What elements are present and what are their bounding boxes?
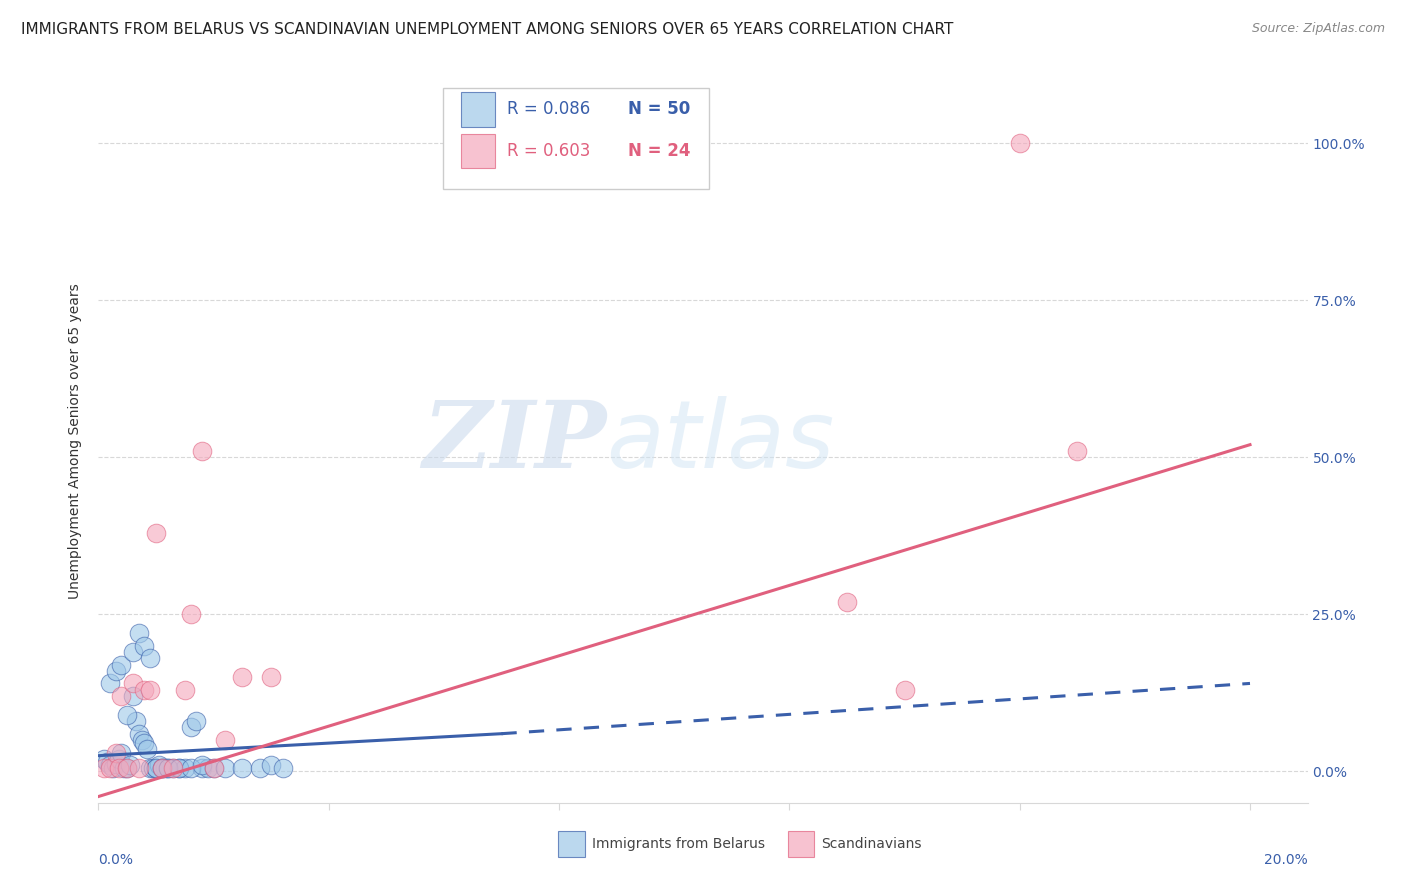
Point: [191, 761, 214, 775]
Point: [214, 761, 236, 775]
Point: [148, 758, 170, 772]
Point: [107, 761, 129, 775]
Point: [115, 707, 138, 722]
Point: [835, 595, 858, 609]
Point: [134, 736, 156, 750]
Point: [260, 670, 283, 684]
Point: [153, 761, 176, 775]
Point: [104, 664, 127, 678]
Text: Scandinavians: Scandinavians: [821, 837, 922, 851]
Point: [202, 761, 225, 775]
FancyBboxPatch shape: [461, 92, 495, 127]
Point: [156, 761, 179, 775]
Point: [271, 761, 294, 775]
Point: [180, 720, 202, 734]
Point: [231, 670, 253, 684]
Point: [150, 761, 173, 775]
Text: Immigrants from Belarus: Immigrants from Belarus: [592, 837, 765, 851]
Point: [139, 761, 162, 775]
Point: [139, 682, 162, 697]
Point: [128, 761, 150, 775]
Point: [1008, 136, 1031, 150]
Point: [173, 682, 195, 697]
Point: [101, 761, 124, 775]
Point: [180, 761, 202, 775]
Point: [202, 761, 225, 775]
Point: [93, 752, 115, 766]
Point: [197, 761, 219, 775]
Point: [142, 761, 165, 775]
Point: [162, 761, 184, 775]
Point: [128, 727, 150, 741]
Point: [156, 761, 179, 775]
FancyBboxPatch shape: [461, 134, 495, 169]
Point: [104, 746, 127, 760]
Point: [98, 676, 121, 690]
Point: [893, 682, 915, 697]
Y-axis label: Unemployment Among Seniors over 65 years: Unemployment Among Seniors over 65 years: [69, 284, 83, 599]
Point: [1066, 444, 1088, 458]
Point: [173, 761, 195, 775]
Point: [110, 689, 132, 703]
Point: [120, 758, 142, 772]
Point: [214, 733, 236, 747]
Point: [107, 752, 129, 766]
Point: [162, 761, 184, 775]
Text: R = 0.086: R = 0.086: [508, 100, 591, 118]
FancyBboxPatch shape: [558, 831, 585, 857]
Point: [134, 639, 156, 653]
Point: [150, 761, 173, 775]
Point: [104, 756, 127, 771]
Point: [145, 525, 167, 540]
Point: [125, 714, 148, 728]
Point: [191, 444, 214, 458]
Point: [186, 714, 208, 728]
Point: [98, 758, 121, 772]
Point: [128, 626, 150, 640]
Text: R = 0.603: R = 0.603: [508, 142, 591, 160]
Point: [131, 733, 153, 747]
Point: [134, 682, 156, 697]
Point: [122, 645, 145, 659]
Point: [191, 758, 214, 772]
Point: [145, 761, 167, 775]
Point: [115, 761, 138, 775]
Point: [96, 755, 118, 769]
FancyBboxPatch shape: [787, 831, 814, 857]
Text: ZIP: ZIP: [422, 397, 606, 486]
Point: [93, 761, 115, 775]
Point: [139, 651, 162, 665]
Text: 0.0%: 0.0%: [98, 854, 134, 867]
Point: [150, 761, 173, 775]
Point: [167, 761, 190, 775]
Point: [112, 761, 135, 775]
FancyBboxPatch shape: [443, 87, 709, 189]
Point: [122, 676, 145, 690]
Point: [249, 761, 271, 775]
Text: IMMIGRANTS FROM BELARUS VS SCANDINAVIAN UNEMPLOYMENT AMONG SENIORS OVER 65 YEARS: IMMIGRANTS FROM BELARUS VS SCANDINAVIAN …: [21, 22, 953, 37]
Point: [145, 761, 167, 775]
Point: [260, 758, 283, 772]
Point: [110, 657, 132, 672]
Text: atlas: atlas: [606, 396, 835, 487]
Text: Source: ZipAtlas.com: Source: ZipAtlas.com: [1251, 22, 1385, 36]
Text: N = 24: N = 24: [628, 142, 690, 160]
Point: [136, 742, 159, 756]
Text: N = 50: N = 50: [628, 100, 690, 118]
Point: [115, 761, 138, 775]
Point: [98, 761, 121, 775]
Point: [231, 761, 253, 775]
Point: [167, 761, 190, 775]
Point: [110, 746, 132, 760]
Point: [180, 607, 202, 622]
Point: [122, 689, 145, 703]
Text: 20.0%: 20.0%: [1264, 854, 1308, 867]
